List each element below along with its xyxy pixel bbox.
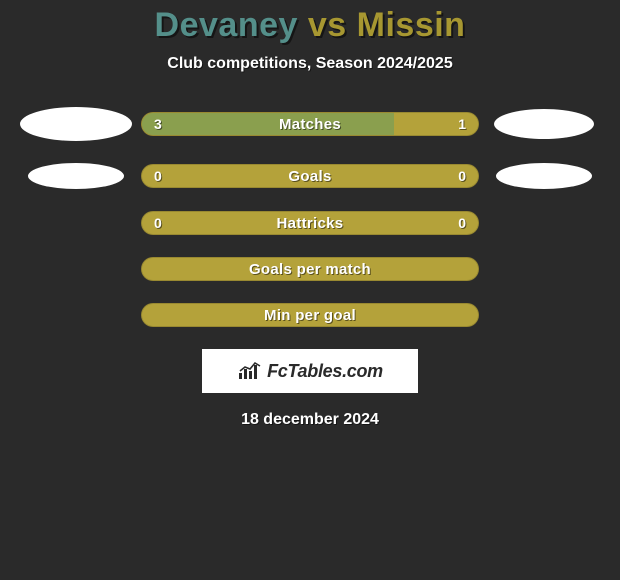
right-side xyxy=(479,163,609,189)
stat-row: Hattricks0 0 xyxy=(0,211,620,235)
player2-marker xyxy=(494,109,594,139)
left-side xyxy=(11,107,141,141)
stat-value-p2: 0 xyxy=(446,165,478,187)
chart-icon xyxy=(237,361,263,381)
bar-segment-p1 xyxy=(142,113,394,135)
bar-segment-p2 xyxy=(394,113,478,135)
stat-bar: Min per goal xyxy=(141,303,479,327)
stat-row: Goals per match xyxy=(0,257,620,281)
source-logo: FcTables.com xyxy=(202,349,418,393)
stat-rows: Matches31Goals00Hattricks00Goals per mat… xyxy=(0,107,620,327)
stat-bar: Goals per match xyxy=(141,257,479,281)
right-side xyxy=(479,109,609,139)
stat-row: Matches31 xyxy=(0,107,620,141)
stat-value-p1: 0 xyxy=(142,212,174,234)
player1-marker xyxy=(28,163,124,189)
stat-label: Goals xyxy=(142,168,478,185)
stat-value-p2: 0 xyxy=(446,212,478,234)
stat-bar: Hattricks0 0 xyxy=(141,211,479,235)
title-player1: Devaney xyxy=(155,6,298,44)
stat-label: Goals per match xyxy=(142,261,478,278)
title-player2: Missin xyxy=(357,6,466,44)
date-line: 18 december 2024 xyxy=(0,411,620,429)
title-vs: vs xyxy=(308,6,347,44)
stat-row: Min per goal xyxy=(0,303,620,327)
stat-bar: Matches31 xyxy=(141,112,479,136)
subtitle: Club competitions, Season 2024/2025 xyxy=(0,55,620,73)
logo-text: FcTables.com xyxy=(267,361,383,382)
comparison-container: Devaney vs Missin Club competitions, Sea… xyxy=(0,0,620,580)
stat-value-p1: 0 xyxy=(142,165,174,187)
page-title: Devaney vs Missin xyxy=(0,6,620,45)
stat-label: Min per goal xyxy=(142,307,478,324)
player1-marker xyxy=(20,107,132,141)
stat-row: Goals0 0 xyxy=(0,163,620,189)
left-side xyxy=(11,163,141,189)
stat-bar: Goals0 0 xyxy=(141,164,479,188)
stat-label: Hattricks xyxy=(142,215,478,232)
player2-marker xyxy=(496,163,592,189)
